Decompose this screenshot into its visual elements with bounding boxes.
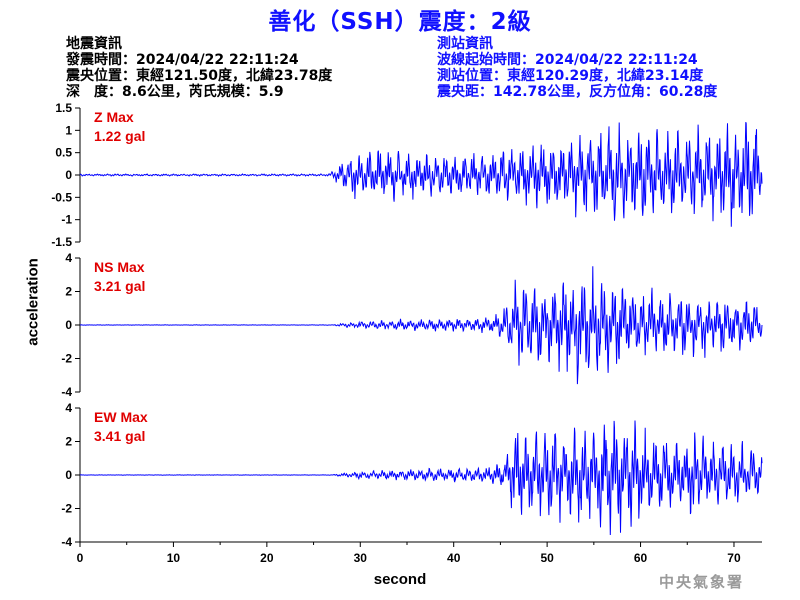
ew-y-tick-label: 2 [65, 435, 72, 449]
ew-waveform [79, 420, 763, 536]
x-tick-label: 10 [167, 551, 181, 565]
ns-y-tick-label: 0 [65, 318, 72, 332]
x-tick-label: 50 [540, 551, 554, 565]
ns-y-tick-label: 4 [65, 251, 72, 265]
z-y-tick-label: -0.5 [51, 190, 72, 204]
wave-start-time: 波線起始時間：2024/04/22 22:11:24 [437, 52, 698, 68]
z-y-tick-label: -1.5 [51, 235, 72, 249]
y-axis-label: acceleration [24, 258, 42, 346]
station-info-heading: 測站資訊 [437, 36, 493, 52]
epicentral-distance: 震央距：142.78公里，反方位角：60.28度 [437, 84, 718, 100]
z-max-annotation: Z Max 1.22 gal [94, 108, 145, 146]
z-y-tick-label: 1.5 [55, 101, 72, 115]
z-y-tick-label: -1 [61, 213, 72, 227]
z-max-value: 1.22 gal [94, 128, 146, 144]
z-y-tick-label: 1 [65, 123, 72, 137]
station-position: 測站位置：東經120.29度，北緯23.14度 [437, 68, 704, 84]
chart-title: 善化（SSH）震度：2級 [268, 9, 532, 35]
depth-magnitude: 深 度：8.6公里，芮氏規模：5.9 [66, 84, 284, 100]
x-tick-label: 20 [260, 551, 274, 565]
ew-y-tick-label: 0 [65, 468, 72, 482]
ns-y-tick-label: -4 [61, 385, 72, 399]
ew-y-tick-label: -2 [61, 502, 72, 516]
z-max-label: Z Max [94, 109, 134, 125]
ew-max-value: 3.41 gal [94, 428, 146, 444]
ew-max-annotation: EW Max 3.41 gal [94, 408, 148, 446]
ew-max-label: EW Max [94, 409, 148, 425]
ns-waveform [80, 266, 763, 385]
ew-y-tick-label: 4 [65, 401, 72, 415]
origin-time: 發震時間：2024/04/22 22:11:24 [66, 52, 299, 68]
x-tick-label: 70 [727, 551, 741, 565]
x-tick-label: 0 [77, 551, 84, 565]
ns-y-tick-label: 2 [65, 285, 72, 299]
z-y-tick-label: 0.5 [55, 146, 72, 160]
agency-watermark: 中央氣象署 [658, 573, 744, 591]
x-tick-label: 60 [634, 551, 648, 565]
ns-max-label: NS Max [94, 259, 145, 275]
epicenter: 震央位置：東經121.50度，北緯23.78度 [66, 68, 333, 84]
x-tick-label: 40 [447, 551, 461, 565]
earthquake-info: 地震資訊 發震時間：2024/04/22 22:11:24 震央位置：東經121… [66, 36, 332, 100]
z-y-tick-label: 0 [65, 168, 72, 182]
x-axis-label: second [373, 571, 427, 588]
earthquake-info-heading: 地震資訊 [66, 36, 122, 52]
ns-max-annotation: NS Max 3.21 gal [94, 258, 145, 296]
z-waveform [79, 121, 763, 227]
ew-y-tick-label: -4 [61, 535, 72, 549]
ns-max-value: 3.21 gal [94, 278, 146, 294]
station-info: 測站資訊 波線起始時間：2024/04/22 22:11:24 測站位置：東經1… [437, 36, 717, 100]
x-tick-label: 30 [354, 551, 368, 565]
ns-y-tick-label: -2 [61, 352, 72, 366]
